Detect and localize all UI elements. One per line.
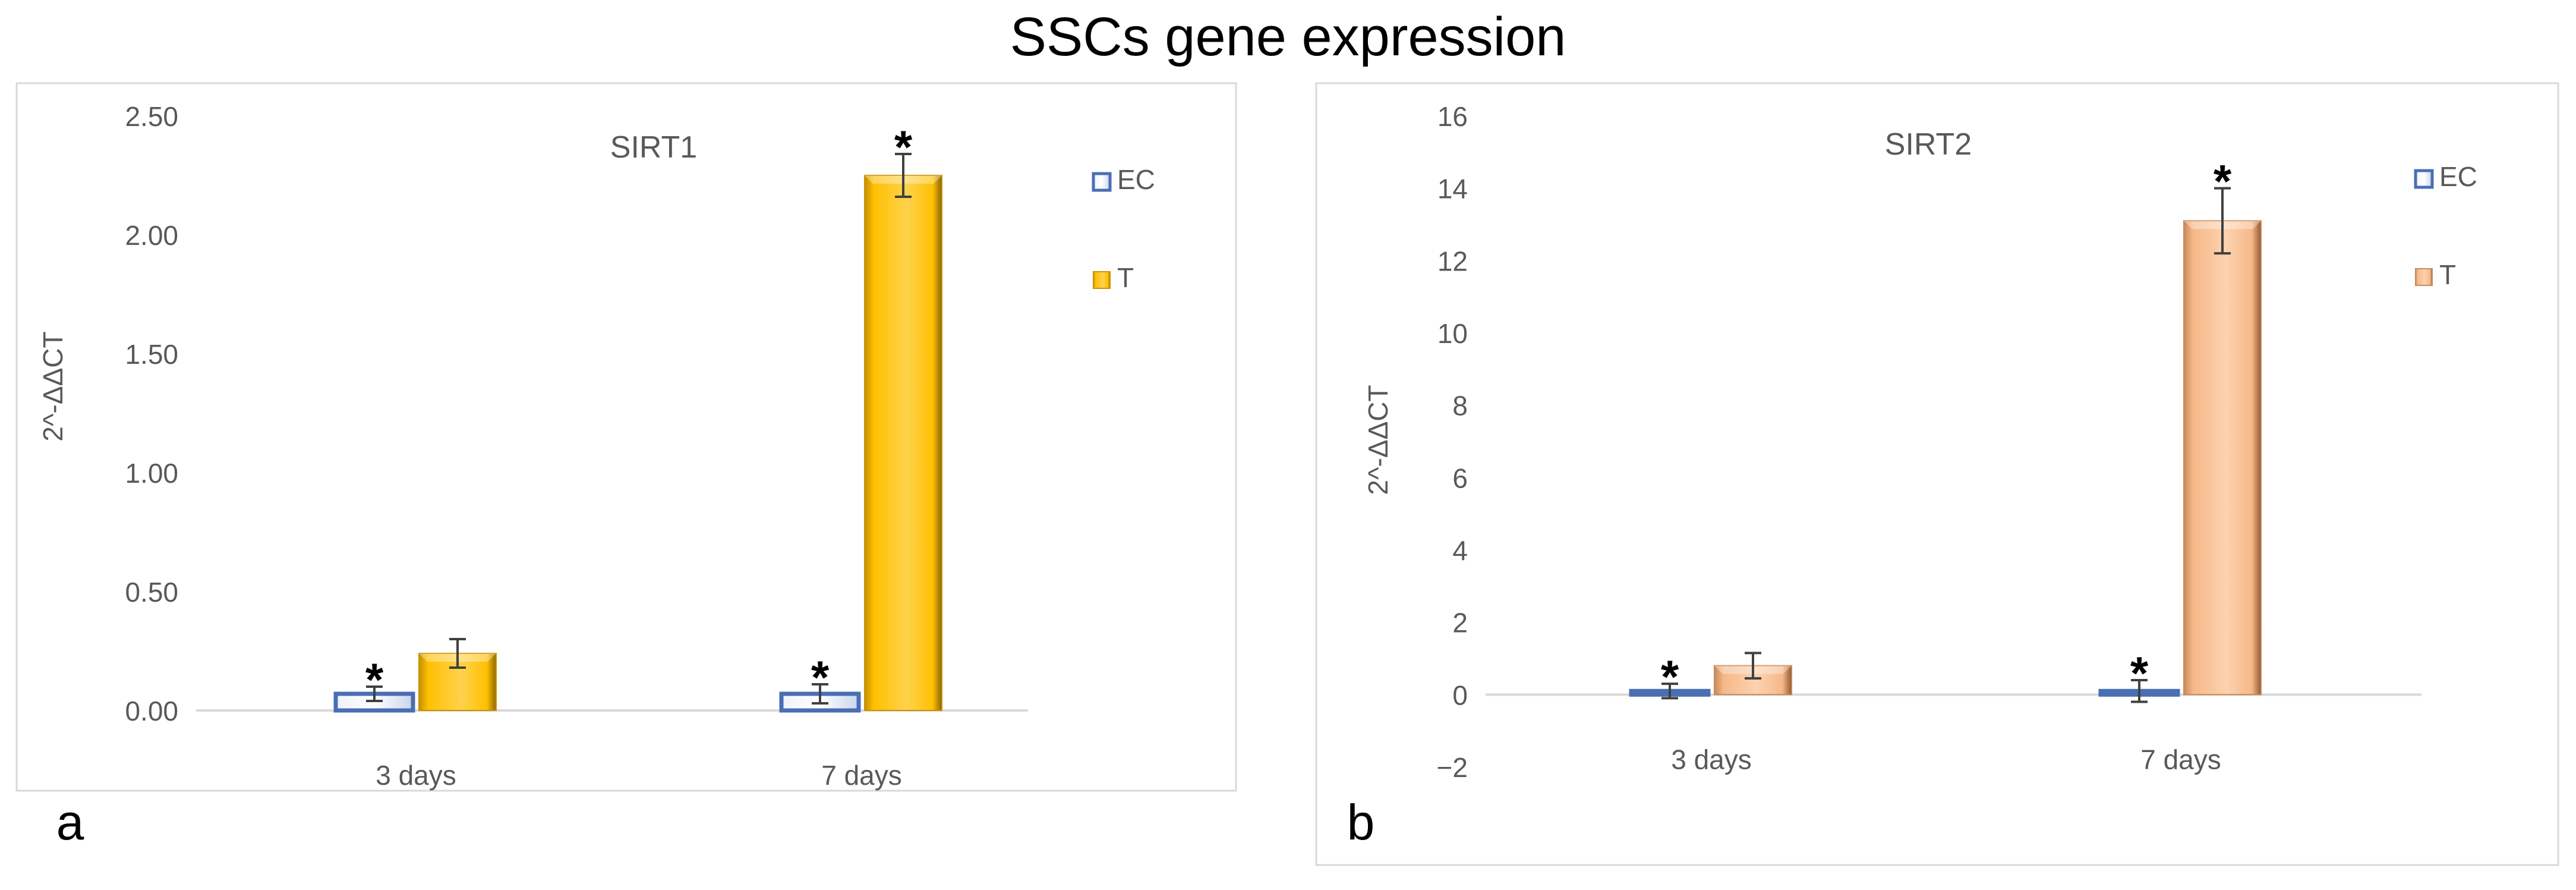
y-tick-label: 16 (1437, 101, 1468, 132)
legend-label: EC (2439, 161, 2477, 192)
y-tick-label: 0.50 (125, 577, 178, 608)
y-tick-label: 10 (1437, 318, 1468, 349)
panel-label: a (56, 794, 84, 850)
chart-frame (15, 82, 1237, 792)
chart-title: SIRT1 (610, 130, 697, 165)
y-tick-label: 8 (1452, 391, 1468, 422)
significance-asterisk: * (894, 121, 913, 173)
legend-label: EC (1117, 164, 1155, 195)
legend-swatch-t (2415, 268, 2433, 286)
y-tick-label: 2 (1452, 608, 1468, 639)
chart-panel-a: 0.00 0.50 1.00 1.50 2.00 2.50 2^-ΔΔCT SIRT1 3 da… (15, 82, 1237, 850)
legend-swatch-ec (2414, 169, 2434, 189)
y-tick-label: 2.50 (125, 101, 178, 132)
chart-frame (1315, 82, 2559, 866)
panel-label: b (1347, 794, 1375, 850)
y-axis-label: 2^-ΔΔCT (1363, 385, 1393, 495)
x-tick-label: 7 days (821, 760, 902, 791)
y-tick-label: 4 (1452, 535, 1468, 566)
y-tick-label: −2 (1437, 752, 1468, 783)
significance-asterisk: * (2130, 647, 2149, 699)
legend-swatch-t (1093, 271, 1111, 289)
y-tick-label: 2.00 (125, 220, 178, 251)
x-tick-label: 3 days (376, 760, 456, 791)
y-axis-label: 2^-ΔΔCT (37, 331, 68, 441)
significance-asterisk: * (365, 653, 384, 706)
bar-t (864, 175, 942, 711)
legend-swatch-ec (1092, 172, 1112, 192)
x-tick-label: 7 days (2140, 744, 2221, 775)
y-tick-label: 0 (1452, 680, 1468, 710)
x-tick-label: 3 days (1671, 744, 1752, 775)
chart-title: SIRT2 (1885, 127, 1972, 162)
legend-label: T (1117, 262, 1134, 293)
bar-t (2183, 220, 2262, 696)
significance-asterisk: * (2214, 155, 2232, 207)
y-tick-label: 1.50 (125, 339, 178, 370)
significance-asterisk: * (1661, 650, 1679, 703)
chart-panel-b: −2 0 2 4 6 8 10 12 14 16 2^-ΔΔCT SIRT2 3 days * 7 days… (1315, 82, 2559, 866)
y-tick-label: 0.00 (125, 696, 178, 727)
y-tick-label: 12 (1437, 246, 1468, 276)
figure-title: SSCs gene expression (1010, 7, 1566, 67)
y-tick-label: 14 (1437, 174, 1468, 205)
legend-label: T (2439, 259, 2456, 290)
y-tick-label: 6 (1452, 463, 1468, 493)
significance-asterisk: * (811, 651, 830, 703)
y-tick-label: 1.00 (125, 458, 178, 489)
